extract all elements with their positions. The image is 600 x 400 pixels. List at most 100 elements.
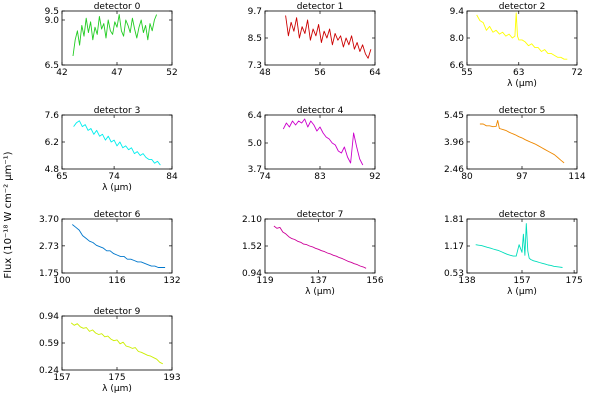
panel-title: detector 9 [94, 307, 141, 317]
chart-panel-6: detector 6 100 116 132 1.75 2.73 3.70 [39, 210, 181, 286]
panels-group: detector 0 42 47 52 6.5 9.09.5 detector 1 48 56 6… [39, 2, 586, 394]
series-line [73, 120, 161, 166]
x-tick-label: 175 [108, 373, 125, 383]
series-line [72, 224, 166, 268]
x-tick-label: 74 [259, 172, 271, 182]
y-tick-label: 3.96 [444, 138, 464, 148]
y-tick-label: 9.7 [248, 7, 262, 17]
x-tick-label: 63 [513, 68, 524, 78]
y-tick-label: 5.45 [444, 111, 464, 121]
x-tick-label: 119 [256, 276, 273, 286]
panel-title: detector 7 [297, 210, 344, 220]
y-tick-label: 8.0 [450, 34, 465, 44]
x-tick-label: 42 [56, 68, 67, 78]
panel-title: detector 5 [499, 106, 546, 116]
y-tick-label: 9.5 [45, 7, 59, 17]
x-tick-label: 65 [56, 172, 67, 182]
chart-panel-7: detector 7 119 137 156 0.94 1.52 2.10 λ (µm) [242, 210, 384, 297]
panel-title: detector 8 [499, 210, 546, 220]
series-line [285, 15, 372, 59]
x-axis-label: λ (µm) [305, 287, 335, 297]
y-tick-label: 9.4 [450, 7, 465, 17]
chart-panel-4: detector 4 74 83 92 3.7 5.0 6.4 [248, 106, 381, 182]
y-tick-label: 1.17 [444, 242, 464, 252]
x-tick-label: 48 [259, 68, 271, 78]
panel-title: detector 4 [297, 106, 344, 116]
y-tick-label: 1.52 [242, 242, 262, 252]
plot-frame [264, 10, 376, 66]
y-tick-label: 8.5 [248, 34, 262, 44]
x-tick-label: 92 [369, 172, 380, 182]
y-tick-label: 2.46 [444, 165, 464, 175]
y-tick-label: 3.70 [39, 215, 59, 225]
y-tick-label: 7.3 [248, 61, 262, 71]
x-tick-label: 137 [310, 276, 327, 286]
x-tick-label: 156 [366, 276, 383, 286]
x-tick-label: 80 [461, 172, 473, 182]
y-tick-label: 4.8 [45, 165, 60, 175]
y-tick-label: 6.5 [45, 61, 59, 71]
chart-panel-3: detector 3 65 74 84 4.8 6.2 7.6 λ (µm) [45, 106, 178, 193]
x-tick-label: 72 [571, 68, 582, 78]
x-axis-label: λ (µm) [102, 384, 132, 394]
plot-frame [61, 315, 173, 371]
chart-panel-9: detector 9 157 175 193 0.24 0.59 0.94 λ (µm) [39, 307, 181, 394]
y-tick-label: 7.6 [45, 111, 60, 121]
x-tick-label: 175 [566, 276, 583, 286]
chart-panel-8: detector 8 138 157 175 0.53 1.17 1.81 λ (µm) [444, 210, 583, 297]
x-axis-label: λ (µm) [507, 79, 537, 89]
x-tick-label: 64 [369, 68, 381, 78]
y-tick-label: 9.0 [45, 16, 60, 26]
panel-title: detector 6 [94, 210, 141, 220]
series-line [273, 225, 367, 269]
chart-panel-1: detector 1 48 56 64 7.3 8.5 9.7 [248, 2, 381, 78]
plot-frame [466, 114, 578, 170]
y-tick-label: 0.53 [444, 269, 464, 279]
series-line [72, 14, 158, 57]
series-line [475, 223, 563, 268]
plot-frame [61, 114, 173, 170]
y-tick-label: 0.59 [39, 339, 59, 349]
x-tick-label: 55 [461, 68, 472, 78]
series-line [479, 119, 565, 164]
x-tick-label: 116 [108, 276, 125, 286]
y-tick-label: 1.81 [444, 215, 464, 225]
x-tick-label: 193 [163, 373, 180, 383]
x-tick-label: 56 [314, 68, 326, 78]
series-line [70, 322, 164, 365]
plot-frame [61, 218, 173, 274]
x-tick-label: 114 [568, 172, 585, 182]
x-tick-label: 84 [166, 172, 178, 182]
chart-panel-0: detector 0 42 47 52 6.5 9.09.5 [45, 2, 178, 78]
y-tick-label: 0.94 [39, 312, 59, 322]
y-tick-label: 2.73 [39, 242, 59, 252]
y-tick-label: 2.10 [242, 215, 262, 225]
y-tick-label: 0.24 [39, 366, 59, 376]
y-tick-label: 1.75 [39, 269, 59, 279]
y-tick-label: 6.6 [450, 61, 465, 71]
x-tick-label: 47 [111, 68, 122, 78]
x-axis-label: λ (µm) [507, 287, 537, 297]
panel-title: detector 1 [297, 2, 344, 12]
y-tick-label: 6.4 [248, 111, 263, 121]
x-tick-label: 157 [53, 373, 70, 383]
panel-title: detector 3 [94, 106, 141, 116]
series-line [282, 118, 364, 166]
y-tick-label: 6.2 [45, 138, 59, 148]
x-axis-label: λ (µm) [102, 183, 132, 193]
x-tick-label: 132 [163, 276, 180, 286]
series-line [476, 12, 568, 60]
y-tick-label: 3.7 [248, 165, 262, 175]
chart-panel-5: detector 5 80 97 114 2.46 3.96 5.45 [444, 106, 586, 182]
panel-title: detector 0 [94, 2, 141, 12]
x-tick-label: 100 [53, 276, 70, 286]
chart-panel-2: detector 2 55 63 72 6.6 8.0 9.4 λ (µm) [450, 2, 583, 89]
panel-title: detector 2 [499, 2, 546, 12]
x-tick-label: 52 [166, 68, 177, 78]
figure-y-axis-label: Flux (10⁻¹⁸ W cm⁻² µm⁻¹) [3, 151, 14, 278]
y-tick-label: 5.0 [248, 139, 263, 149]
x-tick-label: 157 [513, 276, 530, 286]
x-tick-label: 83 [314, 172, 325, 182]
y-tick-label: 0.94 [242, 269, 262, 279]
